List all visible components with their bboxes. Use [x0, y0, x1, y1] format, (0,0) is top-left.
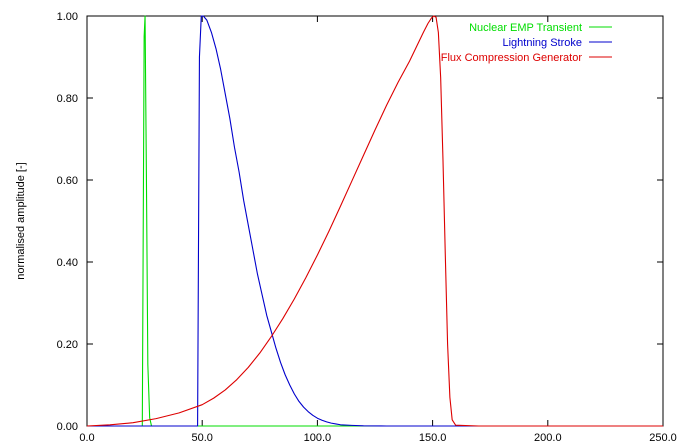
y-axis-label: normalised amplitude [-]	[15, 162, 27, 279]
y-tick-label: 1.00	[57, 11, 78, 23]
y-tick-label: 0.60	[57, 175, 78, 187]
x-tick-label: 50.0	[191, 432, 212, 443]
legend-label: Lightning Stroke	[503, 37, 583, 49]
x-tick-label: 250.0	[649, 432, 677, 443]
axis-ticks: 0.0 50.0 100.0 150.0 200.0 250.0 0.00 0.20 0.40 0…	[57, 11, 677, 443]
x-tick-label: 200.0	[534, 432, 562, 443]
x-tick-label: 150.0	[419, 432, 447, 443]
x-tick-label: 100.0	[304, 432, 332, 443]
series-line-flux-compression-generator	[87, 16, 663, 426]
y-tick-label: 0.40	[57, 257, 78, 269]
plot-area-frame	[87, 16, 663, 426]
y-tick-label: 0.00	[57, 421, 78, 433]
legend: Nuclear EMP Transient Lightning Stroke Flu…	[441, 22, 612, 64]
legend-label: Nuclear EMP Transient	[469, 22, 582, 34]
y-tick-label: 0.80	[57, 93, 78, 105]
legend-label: Flux Compression Generator	[441, 52, 583, 64]
series-line-nuclear-emp-transient	[87, 16, 663, 426]
x-tick-label: 0.0	[79, 432, 94, 443]
series-line-lightning-stroke	[87, 16, 663, 426]
y-tick-label: 0.20	[57, 339, 78, 351]
series-lines	[87, 16, 663, 426]
